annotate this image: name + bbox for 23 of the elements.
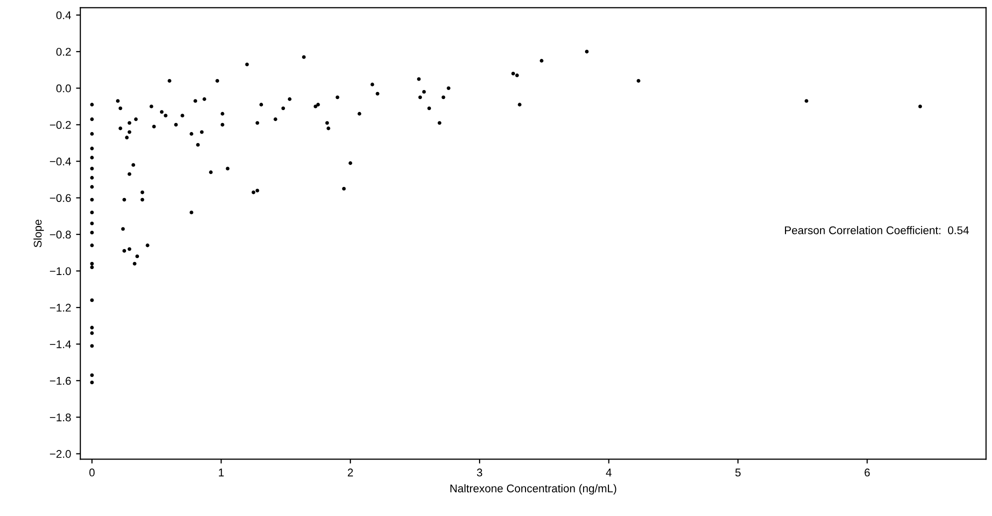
y-tick-label: −0.4 — [50, 158, 71, 166]
x-tick-label: 0 — [89, 468, 95, 476]
y-tick-label: −1.4 — [50, 340, 71, 348]
y-tick-label: 0.2 — [56, 48, 71, 56]
y-tick-label: −1.2 — [50, 304, 71, 312]
x-tick-label: 1 — [218, 468, 224, 476]
y-tick-label: 0.4 — [56, 11, 71, 20]
x-tick-label: 5 — [735, 468, 741, 476]
y-tick-label: −0.8 — [50, 230, 71, 239]
x-tick-label: 4 — [606, 468, 612, 476]
y-tick-label: −1.8 — [50, 413, 71, 422]
x-axis-title: Naltrexone Concentration (ng/mL) — [450, 484, 616, 495]
x-tick-label: 3 — [476, 468, 482, 476]
x-tick-label: 2 — [348, 468, 353, 476]
y-tick-label: −0.6 — [50, 194, 71, 202]
y-tick-label: −0.2 — [50, 120, 71, 129]
y-tick-label: 0.0 — [56, 84, 71, 92]
y-tick-label: −2.0 — [50, 450, 71, 458]
y-axis-title: Slope — [33, 220, 44, 248]
x-tick-label: 6 — [864, 468, 870, 476]
annotation: Pearson Correlation Coefficient: 0.54 — [784, 226, 969, 234]
y-tick-label: −1.6 — [50, 376, 71, 385]
y-tick-label: −1.0 — [50, 267, 71, 276]
